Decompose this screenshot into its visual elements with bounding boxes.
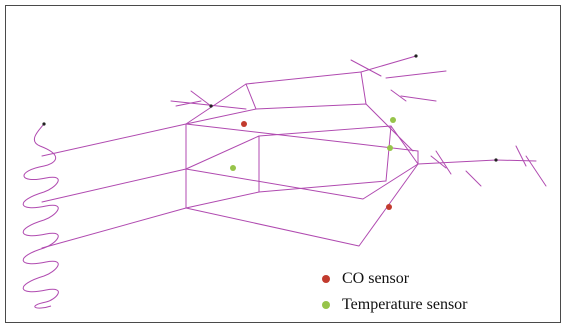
- terminal-node: [494, 158, 498, 162]
- pipe-segment: [245, 83, 257, 110]
- legend: CO sensor Temperature sensor: [322, 266, 468, 318]
- pipe-segment: [390, 89, 407, 102]
- pipe-segment: [417, 159, 537, 165]
- pipe-segment: [41, 123, 187, 157]
- pipe-segment: [430, 155, 447, 169]
- legend-item-temperature: Temperature sensor: [322, 292, 468, 318]
- pipe-segment: [515, 145, 527, 167]
- pipe-segment: [175, 100, 202, 107]
- co-sensor-marker: [241, 121, 247, 127]
- temperature-sensor-marker: [230, 165, 236, 171]
- pipe-segment: [185, 103, 414, 152]
- pipe-segment: [360, 55, 417, 73]
- pipe-segment: [185, 180, 387, 209]
- pipe-network: [41, 55, 547, 249]
- pipe-segment: [360, 71, 367, 105]
- terminal-node: [414, 54, 418, 58]
- pipe-segment: [185, 163, 419, 200]
- temperature-sensor-marker: [387, 145, 393, 151]
- pipe-segment: [385, 125, 392, 182]
- legend-label-temperature: Temperature sensor: [342, 296, 468, 313]
- pipe-segment: [185, 71, 362, 125]
- pipe-segment: [385, 70, 447, 79]
- pipe-segment: [190, 90, 212, 107]
- pipe-segment: [350, 59, 382, 77]
- pipe-segment: [185, 163, 419, 247]
- terminal-node: [42, 122, 46, 126]
- legend-item-co: CO sensor: [322, 266, 468, 292]
- temperature-sensor-legend-dot: [322, 301, 330, 309]
- temperature-sensor-marker: [390, 117, 396, 123]
- pipe-segment: [41, 168, 187, 203]
- co-sensor-marker: [386, 204, 392, 210]
- diagram-frame: CO sensor Temperature sensor: [5, 5, 561, 323]
- pipe-segment: [400, 95, 437, 102]
- pipe-segment: [185, 125, 419, 170]
- pipe-segment: [185, 123, 419, 152]
- legend-label-co: CO sensor: [342, 270, 410, 287]
- co-sensor-legend-dot: [322, 275, 330, 283]
- coil-pipe: [22, 123, 59, 309]
- pipe-network-diagram: [22, 54, 547, 309]
- pipe-segment: [41, 207, 187, 249]
- pipe-segment: [465, 170, 482, 187]
- pipe-segment: [170, 100, 247, 110]
- terminal-node: [209, 104, 213, 108]
- pipe-segment: [435, 150, 452, 175]
- pipe-segment: [525, 155, 547, 187]
